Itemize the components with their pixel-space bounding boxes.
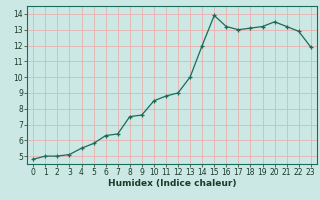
X-axis label: Humidex (Indice chaleur): Humidex (Indice chaleur) bbox=[108, 179, 236, 188]
